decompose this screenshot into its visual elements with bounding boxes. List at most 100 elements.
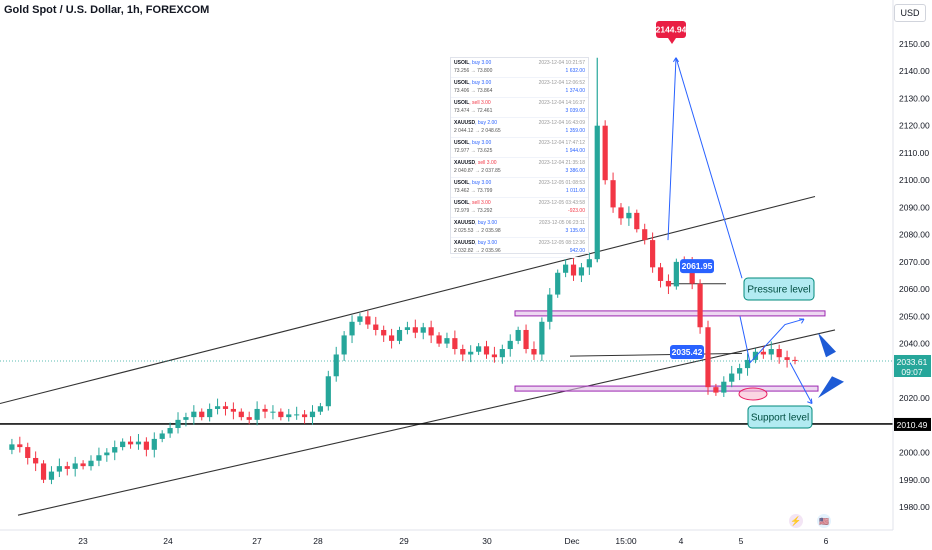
us-flag-icon[interactable]: 🇺🇸 (817, 514, 831, 528)
candle-body (246, 417, 252, 420)
candles (9, 57, 798, 485)
candle-body (143, 441, 149, 450)
arrows (667, 57, 844, 404)
trendlines (0, 195, 893, 516)
trade-side: , buy 3.00 (469, 180, 492, 186)
price-tag-2035: 2035.42 (672, 347, 703, 357)
x-tick-label: 5 (739, 536, 744, 546)
candle-body (547, 294, 553, 322)
trade-timestamp: 2023-12-04 12:06:52 (538, 80, 585, 86)
candle-body (752, 351, 759, 360)
candle-body (309, 411, 316, 418)
x-tick-label: 30 (482, 536, 492, 546)
x-tick-label: 28 (313, 536, 323, 546)
trade-symbol: USOIL, sell 3.00 (454, 200, 491, 206)
trade-row: USOIL, sell 3.00 72.979 → 73.292 2023-12-0… (451, 198, 588, 218)
trade-row: USOIL, sell 3.00 73.474 → 72.461 2023-12-0… (451, 98, 588, 118)
trade-pnl: -923.00 (568, 208, 585, 214)
trade-pnl: 3 135.00 (565, 228, 585, 234)
trade-side: , buy 2.00 (475, 120, 498, 126)
candle-body (9, 444, 15, 450)
support-zone (514, 385, 819, 392)
pressure-callout: Pressure level (747, 285, 810, 296)
support-callout-bg (747, 405, 813, 429)
trade-pnl: 1 359.00 (565, 128, 585, 134)
candle-body (618, 207, 624, 219)
candle-body (412, 327, 418, 333)
trade-sym-text: USOIL (454, 100, 470, 106)
support-price-badge-value: 2010.49 (897, 420, 928, 430)
trade-row: XAUUSD, buy 3.00 2 025.53 → 2 035.98 2023-… (451, 218, 588, 238)
upper-channel-line (0, 195, 816, 405)
trade-side: , buy 3.00 (469, 80, 492, 86)
currency-button[interactable]: USD (894, 4, 926, 22)
x-tick-label: 15:00 (615, 536, 637, 546)
candle-body (278, 411, 284, 418)
candle-body (444, 338, 450, 344)
candle-body (317, 406, 323, 412)
trade-timestamp: 2023-12-05 03:43:58 (538, 200, 585, 206)
trade-row: USOIL, buy 3.00 72.977 → 73.625 2023-12-04… (451, 138, 588, 158)
y-tick-label: 2020.00 (899, 393, 930, 403)
y-tick-label: 2040.00 (899, 339, 930, 349)
candle-body (768, 349, 774, 355)
y-tick-label: 2090.00 (899, 202, 930, 212)
candle-body (167, 428, 173, 434)
trade-pnl: 1 632.00 (565, 68, 585, 74)
big-arrow-down (818, 332, 836, 358)
candle-body (665, 280, 672, 287)
trade-symbol: XAUUSD, buy 3.00 (454, 240, 497, 246)
trade-sym-text: XAUUSD (454, 240, 476, 246)
trade-side: , buy 3.00 (475, 220, 498, 226)
trade-sym-text: USOIL (454, 140, 470, 146)
trade-pnl: 942.00 (569, 248, 585, 254)
candle-body (199, 411, 205, 418)
candle-body (349, 321, 355, 336)
trade-timestamp: 2023-12-04 10:21:57 (538, 60, 585, 66)
trade-prices: 2 025.53 → 2 035.98 (454, 228, 501, 234)
candle-body (689, 264, 695, 284)
candle-body (523, 329, 529, 350)
y-tick-label: 2060.00 (899, 284, 930, 294)
candle-body (642, 229, 648, 241)
candle-body (388, 335, 395, 341)
trade-sym-text: USOIL (454, 180, 470, 186)
candle-body (254, 408, 260, 420)
trade-side: , buy 3.00 (475, 240, 498, 246)
x-tick-label: 27 (252, 536, 262, 546)
candle-body (610, 180, 616, 208)
peak-price-tag-bg (656, 21, 686, 38)
candle-body (120, 441, 126, 448)
candle-body (286, 414, 292, 418)
candle-body (104, 452, 110, 456)
trade-symbol: USOIL, buy 3.00 (454, 180, 491, 186)
trade-pnl: 3 039.00 (565, 108, 585, 114)
zones (514, 310, 826, 392)
candle-body (262, 408, 268, 412)
trade-sym-text: USOIL (454, 60, 470, 66)
trade-side: , sell 3.00 (469, 100, 491, 106)
y-tick-label: 2050.00 (899, 311, 930, 321)
candle-body (333, 354, 339, 377)
x-tick-label: 4 (679, 536, 684, 546)
candle-body (760, 351, 766, 355)
candle-body (673, 261, 679, 287)
candle-body (507, 340, 513, 350)
candle-body (325, 376, 331, 407)
trade-row: USOIL, buy 3.00 73.406 → 73.864 2023-12-04… (451, 78, 588, 98)
candle-body (531, 349, 537, 355)
trade-prices: 72.979 → 73.292 (454, 208, 493, 214)
lightning-icon[interactable]: ⚡ (789, 514, 803, 528)
candle-body (491, 354, 498, 358)
candle-body (744, 359, 751, 369)
pressure-callout-bg (743, 277, 815, 301)
candle-body (40, 463, 47, 480)
candle-body (452, 338, 458, 350)
candle-body (563, 264, 569, 273)
candle-body (270, 411, 276, 413)
chart-title: Gold Spot / U.S. Dollar, 1h, FOREXCOM (4, 4, 210, 16)
lower-channel-line (17, 329, 836, 516)
trade-row: USOIL, buy 3.00 73.256 → 73.800 2023-12-04… (451, 58, 588, 78)
